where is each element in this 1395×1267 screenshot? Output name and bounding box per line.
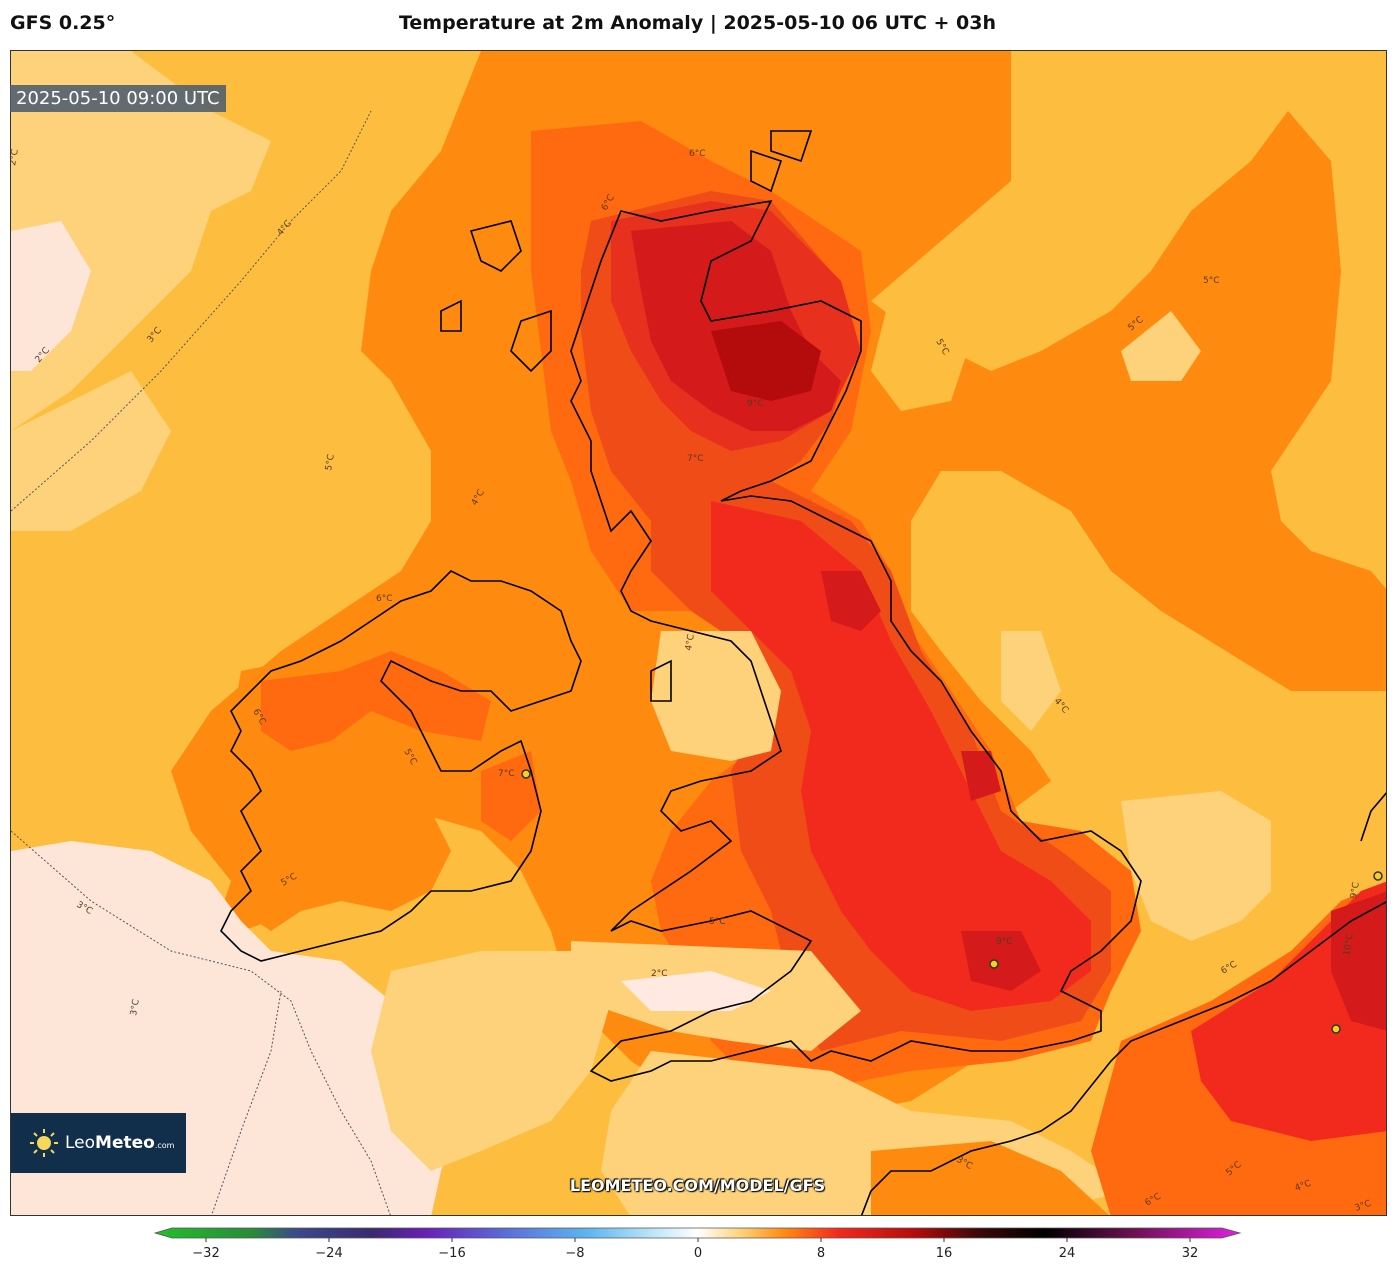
contour-label: 4°C [684,634,697,652]
model-label: GFS 0.25° [10,12,116,34]
contour-label: 7°C [687,454,704,464]
sun-icon [30,1129,58,1157]
colorbar-tick-label: 16 [936,1246,953,1261]
contour-label: 3°C [129,999,142,1017]
contour-label: 2°C [651,969,668,979]
contour-label: 5°C [709,917,726,927]
contour-label: 9°C [1349,882,1362,900]
contour-label: 6°C [376,594,393,604]
colorbar-tick-label: −24 [315,1246,342,1261]
colorbar-tick-label: 0 [694,1246,702,1261]
contour-label: 2°C [11,149,21,167]
colorbar-tick-label: 8 [817,1246,825,1261]
colorbar-gradient [153,1227,1242,1239]
leometeo-logo[interactable]: LeoMeteo.com [11,1113,186,1173]
map-panel[interactable]: 2°C 2°C 3°C 3°C 4°C 5°C 6°C 6°C 7°C 9°C … [10,50,1387,1216]
contour-label: 5°C [324,454,337,472]
contour-label: 10°C [1342,933,1356,957]
contour-label: 9°C [747,399,764,409]
colorbar-tick-label: 32 [1182,1246,1199,1261]
contour-label: 9°C [996,937,1013,947]
valid-time-badge: 2025-05-10 09:00 UTC [10,85,226,112]
logo-text: LeoMeteo.com [65,1133,175,1153]
map-title: Temperature at 2m Anomaly | 2025-05-10 0… [398,12,997,34]
anomaly-map: 2°C 2°C 3°C 3°C 4°C 5°C 6°C 6°C 7°C 9°C … [11,51,1386,1215]
colorbar-tick-label: 24 [1059,1246,1076,1261]
contour-label: 6°C [689,149,706,159]
contour-label: 5°C [1203,276,1220,286]
colorbar: −32 −24 −16 −8 0 8 16 24 32 [0,1222,1395,1263]
source-watermark: LEOMETEO.COM/MODEL/GFS [569,1176,826,1195]
colorbar-tick-label: −32 [192,1246,219,1261]
contour-label: 7°C [498,769,515,779]
colorbar-tick-label: −8 [565,1246,584,1261]
colorbar-svg: −32 −24 −16 −8 0 8 16 24 32 [153,1227,1242,1261]
colorbar-tick-label: −16 [438,1246,465,1261]
